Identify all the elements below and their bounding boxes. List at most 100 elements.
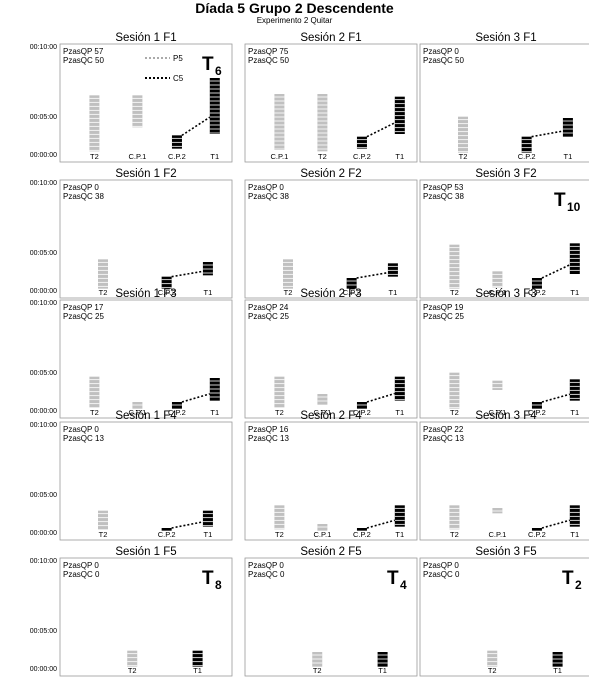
x-tick-label: T2 [318,152,327,161]
x-tick-label: T1 [395,530,404,539]
panel-frame [244,421,418,541]
x-tick-label: T2 [450,530,459,539]
bar-cp2 [531,528,542,531]
bar-cp2 [531,278,542,289]
x-tick-label: C.P.1 [129,408,147,417]
y-tick-label: 00:05:00 [30,114,57,121]
badge-label: T [202,54,214,75]
x-tick-label: T2 [450,288,459,297]
x-tick-label: T1 [204,288,213,297]
pzasqc-label: PzasQC 0 [63,570,100,579]
badge-label: T [562,568,574,589]
panel-title: Sesión 3 F1 [475,32,536,44]
x-tick-label: C.P.1 [489,288,507,297]
bar-cp1 [132,95,143,128]
badge-subscript: 8 [215,578,222,592]
pzasqp-label: PzasQP 0 [63,561,99,570]
pzasqc-label: PzasQC 25 [248,312,289,321]
figure-subtitle: Experimento 2 Quitar [256,16,333,25]
pzasqc-label: PzasQC 13 [63,434,104,443]
pzasqc-label: PzasQC 25 [423,312,464,321]
bar-cp1 [274,94,285,150]
bar-t1 [202,510,213,527]
x-tick-label: T2 [488,666,497,675]
panel-frame [419,43,589,163]
y-tick-label: 00:05:00 [30,370,57,377]
bar-t1 [209,78,220,134]
x-tick-label: C.P.1 [129,152,147,161]
pzasqc-label: PzasQC 13 [423,434,464,443]
x-tick-label: C.P.2 [518,152,536,161]
y-tick-label: 00:10:00 [30,558,57,565]
pzasqp-label: PzasQP 0 [63,183,99,192]
y-tick-label: 00:00:00 [30,288,57,295]
legend-label-c5: C5 [173,74,184,83]
pzasqp-label: PzasQP 75 [248,47,289,56]
x-tick-label: C.P.2 [158,530,176,539]
x-tick-label: T1 [395,152,404,161]
panel-frame [59,557,233,677]
panel-title: Sesión 3 F3 [475,288,536,300]
bar-t2 [487,650,498,667]
panel-title: Sesión 1 F2 [115,168,176,180]
bar-t2 [317,94,328,152]
bar-cp2 [521,136,532,153]
panel-frame [59,43,233,163]
badge-label: T [387,568,399,589]
x-tick-label: T1 [193,666,202,675]
x-tick-label: C.P.2 [353,152,371,161]
c5-connector [171,270,204,278]
panel-title: Sesión 3 F2 [475,168,536,180]
c5-connector [541,519,571,529]
panel-title: Sesión 2 F3 [300,288,361,300]
y-tick-label: 00:05:00 [30,492,57,499]
y-tick-label: 00:10:00 [30,44,57,51]
pzasqp-label: PzasQP 0 [423,47,459,56]
y-tick-label: 00:00:00 [30,408,57,415]
x-tick-label: T1 [210,408,219,417]
y-tick-label: 00:05:00 [30,250,57,257]
panel-title: Sesión 1 F4 [115,410,177,422]
x-tick-label: T1 [553,666,562,675]
x-tick-label: C.P.2 [353,408,371,417]
bar-t1 [394,376,405,401]
figure-title: Díada 5 Grupo 2 Descendente [195,0,394,16]
x-tick-label: T1 [204,530,213,539]
x-tick-label: T2 [99,530,108,539]
c5-connector [531,130,564,138]
y-tick-label: 00:05:00 [30,628,57,635]
y-tick-label: 00:10:00 [30,422,57,429]
panel-frame [244,557,418,677]
legend-label-p5: P5 [173,54,183,63]
bar-t2 [98,510,108,530]
pzasqc-label: PzasQC 38 [63,192,104,201]
panel-title: Sesión 1 F5 [115,546,176,558]
bar-t2 [458,116,468,153]
pzasqc-label: PzasQC 0 [248,570,285,579]
badge-label: T [202,568,214,589]
y-tick-label: 00:10:00 [30,300,57,307]
panel-title: Sesión 3 F4 [475,410,537,422]
c5-connector [541,264,571,279]
pzasqc-label: PzasQC 0 [423,570,460,579]
x-tick-label: T1 [389,288,398,297]
x-tick-label: C.P.2 [168,408,186,417]
x-tick-label: T2 [99,288,108,297]
x-tick-label: C.P.2 [528,288,546,297]
c5-connector [181,116,211,137]
c5-connector [171,521,204,529]
panel-frame [419,421,589,541]
x-tick-label: T1 [570,288,579,297]
x-tick-label: C.P.2 [528,408,546,417]
bar-t2 [127,650,138,667]
y-tick-label: 00:00:00 [30,152,57,159]
x-tick-label: T1 [564,152,573,161]
